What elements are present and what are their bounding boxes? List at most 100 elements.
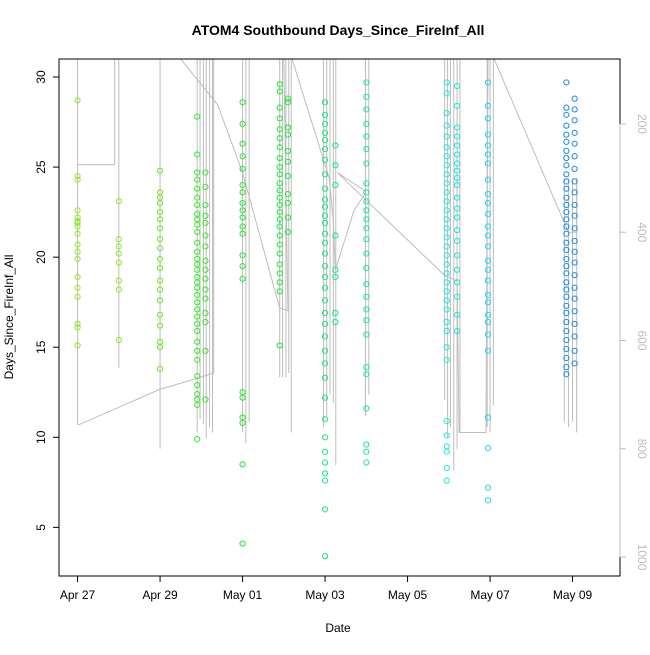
data-point	[484, 257, 492, 264]
data-point	[156, 167, 164, 174]
data-point	[484, 311, 492, 318]
data-point	[443, 270, 450, 277]
data-point	[484, 497, 492, 504]
data-point	[194, 266, 201, 273]
data-point	[74, 230, 81, 237]
data-point	[321, 99, 329, 106]
data-point	[484, 131, 492, 138]
data-point	[484, 191, 492, 198]
data-point	[156, 225, 164, 232]
data-point	[276, 180, 283, 187]
data-point	[74, 293, 81, 300]
data-point	[202, 295, 209, 302]
data-point	[156, 311, 164, 318]
data-point	[276, 126, 283, 133]
depth-track-segment	[77, 59, 116, 166]
data-point	[484, 291, 492, 299]
data-point	[194, 320, 201, 327]
data-point	[563, 336, 570, 344]
data-point	[484, 331, 492, 338]
data-point	[321, 477, 329, 484]
data-point	[484, 232, 492, 239]
data-point	[563, 216, 570, 223]
data-point	[484, 277, 492, 284]
data-point	[284, 200, 292, 207]
data-point	[443, 448, 450, 455]
data-point	[239, 263, 246, 270]
data-point	[443, 225, 450, 232]
data-point	[321, 120, 329, 127]
data-point	[453, 160, 461, 167]
data-point	[443, 288, 450, 295]
data-point	[194, 248, 201, 255]
data-point	[563, 246, 570, 254]
data-point	[321, 219, 329, 227]
y-tick-label: 25	[34, 160, 48, 174]
data-point	[484, 210, 492, 218]
data-point	[443, 344, 450, 351]
data-point	[563, 279, 570, 286]
data-point	[202, 183, 209, 190]
data-point	[321, 239, 329, 246]
data-point	[443, 443, 450, 450]
data-point	[276, 104, 283, 111]
data-point	[363, 281, 370, 288]
data-point	[453, 194, 461, 201]
data-point	[484, 243, 492, 250]
data-point	[443, 189, 450, 196]
data-point	[194, 356, 201, 363]
data-point	[74, 284, 81, 291]
data-point	[284, 191, 292, 198]
data-point	[453, 181, 461, 189]
data-point	[563, 104, 570, 111]
data-point	[284, 214, 292, 221]
data-point	[563, 230, 570, 237]
data-point	[276, 288, 283, 295]
data-point	[194, 338, 201, 345]
data-point	[563, 318, 570, 326]
data-point	[239, 223, 246, 230]
data-point	[363, 264, 370, 272]
data-point	[563, 111, 570, 118]
data-point	[202, 347, 209, 354]
data-point	[321, 347, 329, 354]
data-point	[74, 97, 81, 104]
data-point	[74, 273, 81, 281]
data-point	[321, 374, 329, 381]
data-point	[239, 140, 246, 147]
data-point	[156, 209, 164, 216]
data-point	[239, 214, 246, 221]
data-point	[443, 198, 450, 205]
data-point	[484, 176, 492, 183]
data-point	[453, 124, 461, 131]
data-point	[239, 200, 246, 207]
data-point	[563, 209, 570, 216]
data-point	[563, 122, 570, 129]
data-point	[276, 223, 283, 230]
data-point	[363, 225, 370, 232]
data-point	[484, 200, 492, 207]
data-point	[363, 198, 370, 205]
data-point	[276, 342, 283, 349]
data-point	[332, 266, 339, 273]
data-point	[194, 113, 201, 120]
data-point	[276, 88, 283, 95]
data-point	[484, 299, 492, 306]
data-point	[74, 248, 81, 255]
data-point	[202, 232, 209, 239]
data-point	[202, 286, 209, 293]
x-tick-label: May 03	[305, 588, 345, 602]
data-point	[194, 284, 201, 291]
data-point	[284, 124, 292, 131]
data-point	[453, 167, 461, 174]
data-point	[484, 142, 492, 149]
data-point	[74, 255, 81, 263]
data-point	[443, 207, 450, 214]
data-point	[321, 171, 329, 178]
data-point	[194, 239, 201, 246]
data-point	[115, 336, 122, 344]
data-point	[284, 147, 292, 154]
data-point	[321, 250, 329, 257]
data-point	[443, 297, 450, 304]
data-point	[202, 318, 209, 326]
